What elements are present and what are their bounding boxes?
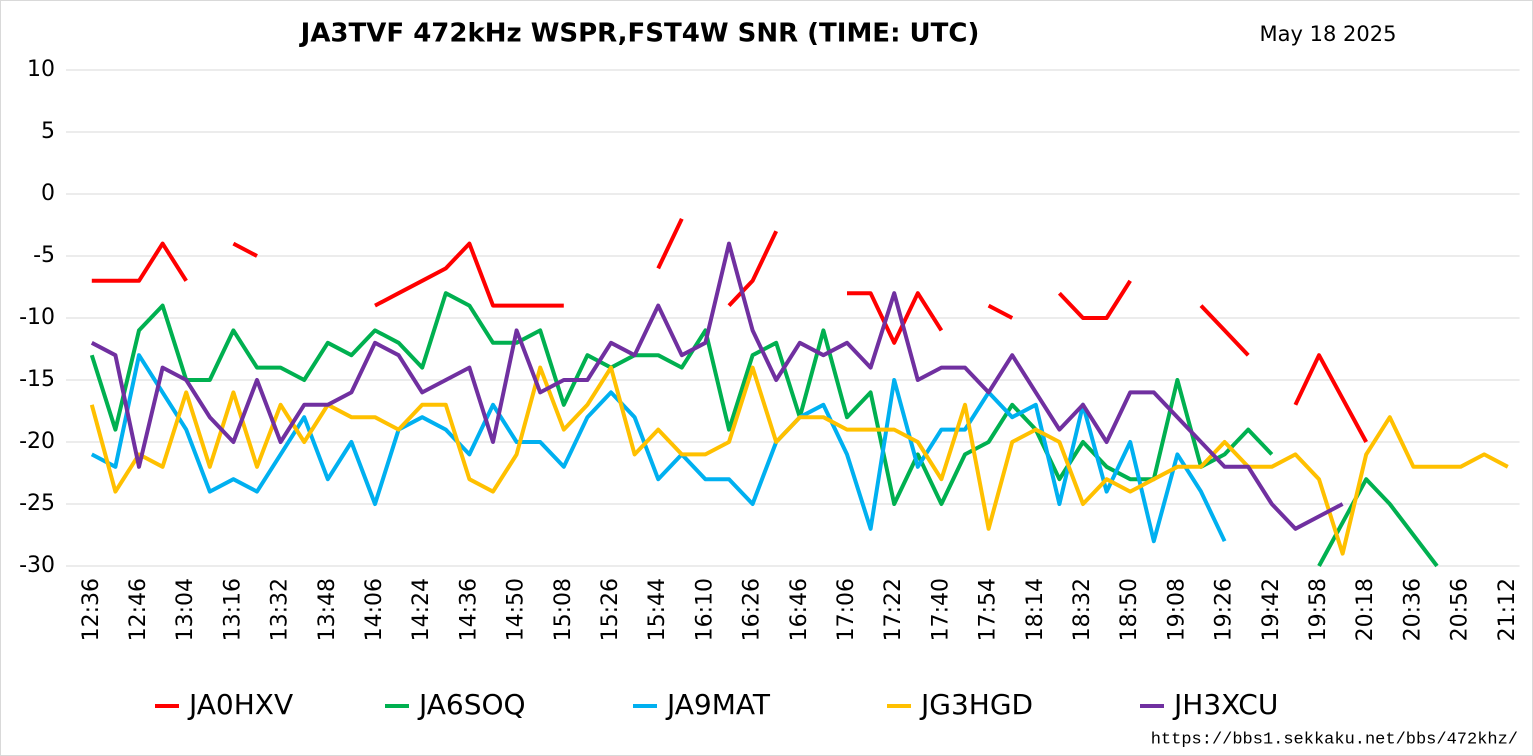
x-tick-label: 20:56 (1448, 578, 1473, 641)
x-tick-label: 14:36 (456, 578, 481, 641)
x-tick-label: 16:26 (740, 578, 765, 641)
x-tick-label: 21:12 (1495, 578, 1520, 641)
legend-label: JH3XCU (1172, 688, 1278, 721)
series-line (89, 291, 1439, 568)
x-tick-label: 14:06 (362, 578, 387, 641)
plot-lines (89, 217, 1509, 568)
x-tick-label: 17:40 (928, 578, 953, 641)
x-tick-label: 18:50 (1117, 578, 1142, 641)
x-tick-label: 18:14 (1023, 578, 1048, 641)
y-tick-label: -15 (19, 367, 55, 392)
y-tick-label: -10 (19, 305, 55, 330)
legend-label: JG3HGD (919, 688, 1033, 721)
x-tick-label: 13:48 (315, 578, 340, 641)
series-line (90, 241, 1344, 531)
chart-title: JA3TVF 472kHz WSPR,FST4W SNR (TIME: UTC) (299, 19, 980, 49)
legend-label: JA6SOQ (417, 688, 526, 721)
x-tick-label: 19:26 (1212, 578, 1237, 641)
y-tick-label: 10 (27, 57, 55, 82)
x-tick-label: 12:46 (126, 578, 151, 641)
x-tick-label: 14:24 (409, 578, 434, 641)
x-tick-label: 17:54 (976, 578, 1001, 641)
y-tick-label: -20 (19, 429, 55, 454)
x-tick-label: 15:44 (645, 578, 670, 641)
x-tick-label: 15:08 (551, 578, 576, 641)
chart-date: May 18 2025 (1260, 22, 1397, 46)
source-url: https://bbs1.sekkaku.net/bbs/472khz/ (1151, 730, 1518, 749)
x-tick-label: 17:22 (881, 578, 906, 641)
y-tick-label: 0 (41, 181, 55, 206)
legend-label: JA9MAT (665, 688, 771, 721)
y-tick-label: -5 (33, 243, 55, 268)
x-tick-label: 17:06 (834, 578, 859, 641)
x-tick-label: 20:36 (1400, 578, 1425, 641)
x-tick-label: 12:36 (79, 578, 104, 641)
x-tick-label: 13:16 (220, 578, 245, 641)
x-tick-label: 19:58 (1306, 578, 1331, 641)
x-tick-label: 19:08 (1164, 578, 1189, 641)
x-tick-label: 19:42 (1259, 578, 1284, 641)
x-tick-label: 18:32 (1070, 578, 1095, 641)
x-tick-label: 16:10 (692, 578, 717, 641)
legend-label: JA0HXV (187, 688, 293, 721)
x-tick-label: 15:26 (598, 578, 623, 641)
x-tick-label: 13:04 (173, 578, 198, 641)
y-tick-label: -25 (19, 491, 55, 516)
x-tick-label: 16:46 (787, 578, 812, 641)
x-tick-label: 14:50 (504, 578, 529, 641)
x-tick-label: 13:32 (268, 578, 293, 641)
x-tick-label: 20:18 (1353, 578, 1378, 641)
series-line (91, 217, 1368, 443)
y-tick-label: -30 (19, 553, 55, 578)
series-line (90, 353, 1227, 544)
y-tick-label: 5 (41, 119, 55, 144)
